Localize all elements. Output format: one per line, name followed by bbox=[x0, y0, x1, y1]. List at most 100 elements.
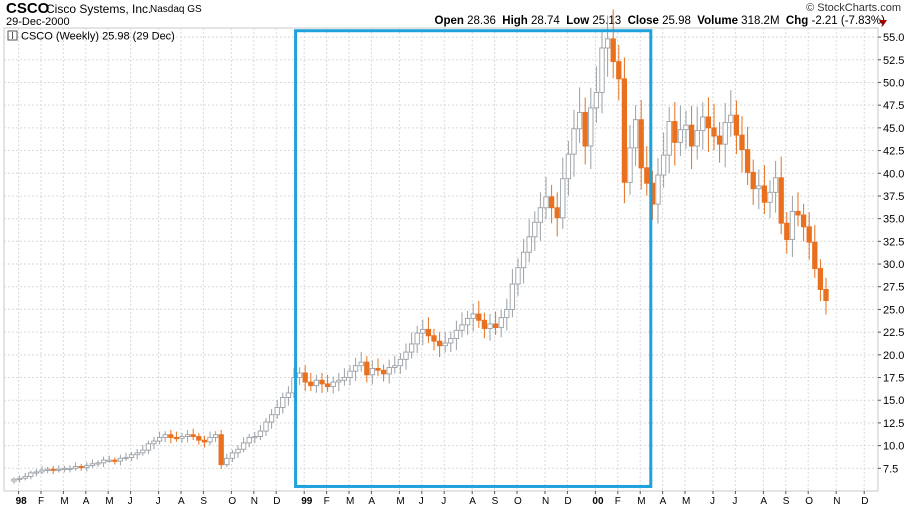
candle-body bbox=[504, 308, 510, 319]
brand-link[interactable]: © StockCharts.com bbox=[806, 2, 901, 14]
x-tick-label: M bbox=[60, 496, 68, 507]
x-tick-label: D bbox=[564, 496, 571, 507]
candle-body bbox=[246, 436, 252, 444]
x-tick-label: D bbox=[861, 496, 868, 507]
candle-body bbox=[352, 365, 359, 372]
candle-body bbox=[705, 116, 712, 129]
candle-body bbox=[33, 471, 40, 474]
candle-body bbox=[817, 268, 824, 290]
candle-body bbox=[106, 459, 112, 462]
candle-body bbox=[39, 469, 45, 473]
y-tick-label: 50.0 bbox=[883, 77, 904, 89]
y-tick-label: 47.5 bbox=[883, 100, 904, 112]
candle-body bbox=[778, 177, 784, 224]
candle-body bbox=[716, 135, 723, 145]
candle-body bbox=[117, 457, 124, 462]
candle-body bbox=[795, 210, 801, 216]
candle-body bbox=[694, 130, 700, 147]
volume-label: Volume bbox=[697, 15, 738, 27]
close-value: 25.98 bbox=[662, 15, 691, 27]
x-tick-label: F bbox=[324, 496, 330, 507]
candle-body bbox=[789, 210, 796, 240]
candle-body bbox=[263, 421, 269, 432]
candle-body bbox=[425, 328, 432, 337]
x-tick-label: A bbox=[660, 496, 667, 507]
y-tick-label: 27.5 bbox=[883, 282, 904, 294]
candle-body bbox=[16, 477, 23, 480]
candles bbox=[11, 9, 829, 484]
ticker-symbol: CSCO bbox=[6, 0, 50, 17]
candle-body bbox=[392, 365, 398, 368]
y-tick-label: 17.5 bbox=[883, 373, 904, 385]
candle-body bbox=[196, 436, 202, 441]
candle-body bbox=[408, 343, 415, 353]
candle-body bbox=[347, 370, 353, 378]
candle-body bbox=[498, 317, 504, 329]
candle-body bbox=[599, 47, 605, 93]
candle-body bbox=[660, 154, 667, 176]
down-arrow-icon bbox=[879, 20, 887, 26]
open-label: Open bbox=[434, 15, 464, 27]
chart-date: 29-Dec-2000 bbox=[6, 16, 70, 28]
x-tick-label: S bbox=[783, 496, 790, 507]
x-tick-label: M bbox=[396, 496, 404, 507]
low-label: Low bbox=[566, 15, 590, 27]
x-tick-label: N bbox=[251, 496, 258, 507]
x-tick-label: O bbox=[228, 496, 236, 507]
candle-body bbox=[22, 476, 28, 479]
candle-body bbox=[100, 459, 107, 464]
x-tick-label: A bbox=[469, 496, 476, 507]
candle-body bbox=[145, 443, 152, 451]
candle-body bbox=[610, 38, 616, 63]
x-tick-label: A bbox=[178, 496, 185, 507]
candle-body bbox=[672, 121, 678, 143]
candle-body bbox=[128, 454, 135, 458]
candle-body bbox=[520, 251, 527, 269]
y-tick-label: 15.0 bbox=[883, 395, 904, 407]
x-tick-label: 00 bbox=[592, 496, 604, 507]
candle-body bbox=[543, 196, 549, 209]
x-tick-label: J bbox=[156, 496, 161, 507]
candle-body bbox=[593, 92, 600, 109]
candle-body bbox=[207, 436, 213, 443]
candle-body bbox=[11, 478, 17, 482]
candle-body bbox=[414, 332, 420, 345]
legend-candle-icon bbox=[7, 30, 18, 41]
close-label: Close bbox=[627, 15, 659, 27]
candle-body bbox=[470, 313, 476, 319]
x-tick-label: M bbox=[105, 496, 113, 507]
x-tick-label: S bbox=[200, 496, 207, 507]
candle-body bbox=[112, 459, 118, 462]
candle-body bbox=[537, 207, 544, 223]
candle-body bbox=[296, 372, 303, 378]
candle-body bbox=[403, 351, 409, 360]
x-tick-label: F bbox=[615, 496, 621, 507]
candle-body bbox=[397, 358, 404, 367]
candle-body bbox=[364, 361, 370, 376]
legend-label: CSCO (Weekly) 25.98 (29 Dec) bbox=[21, 31, 175, 43]
candle-body bbox=[436, 340, 443, 347]
x-tick-label: O bbox=[805, 496, 813, 507]
candle-body bbox=[548, 196, 555, 209]
change-label: Chg bbox=[785, 15, 809, 27]
x-tick-label: 99 bbox=[301, 496, 313, 507]
x-tick-label: 98 bbox=[16, 496, 28, 507]
candle-body bbox=[240, 442, 247, 450]
x-tick-label: A bbox=[83, 496, 90, 507]
candle-body bbox=[184, 434, 191, 437]
candle-body bbox=[800, 214, 807, 228]
candle-body bbox=[268, 414, 275, 423]
x-tick-label: N bbox=[542, 496, 549, 507]
candle-body bbox=[571, 128, 577, 155]
candle-body bbox=[67, 467, 73, 470]
candle-body bbox=[532, 221, 538, 238]
y-tick-label: 7.5 bbox=[883, 463, 898, 475]
candle-body bbox=[44, 468, 51, 471]
candle-body bbox=[218, 434, 224, 466]
candle-body bbox=[560, 178, 566, 219]
candle-body bbox=[420, 328, 426, 334]
candle-body bbox=[644, 167, 650, 184]
change-value: -2.21 (-7.83%) bbox=[811, 15, 885, 27]
candle-body bbox=[459, 324, 465, 331]
candle-body bbox=[476, 313, 482, 321]
